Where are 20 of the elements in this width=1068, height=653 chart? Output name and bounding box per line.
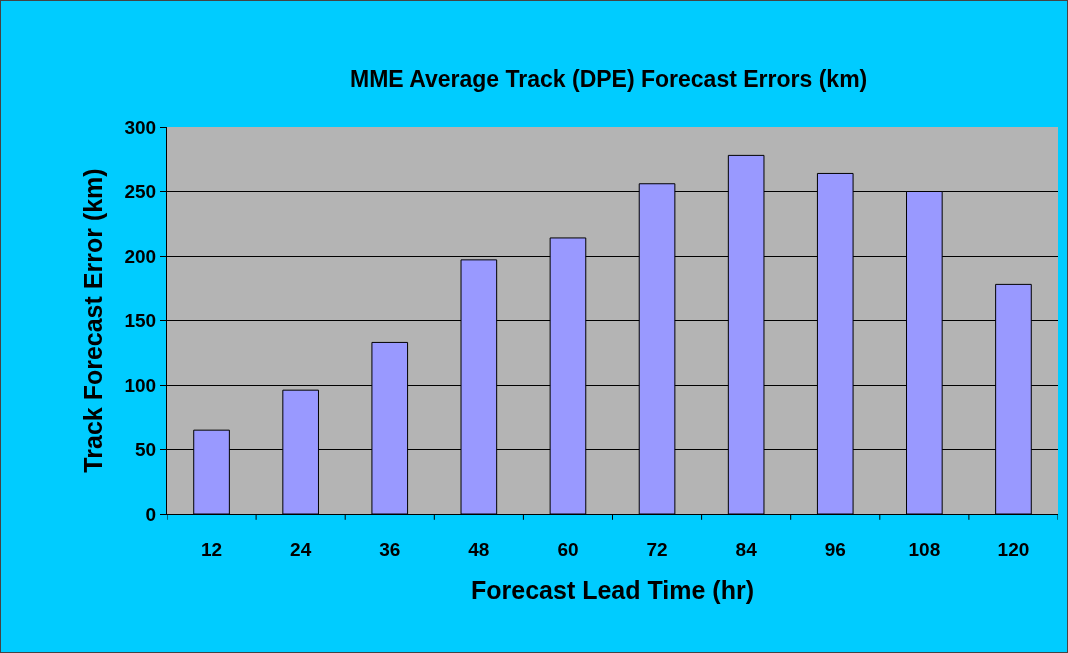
x-tick-label: 120 — [997, 538, 1030, 560]
x-tick-label: 84 — [735, 538, 758, 560]
y-tick-label: 100 — [124, 374, 157, 396]
x-tick-label: 108 — [908, 538, 941, 560]
y-axis-title: Track Forecast Error (km) — [79, 168, 108, 473]
y-tick-label: 300 — [124, 116, 157, 138]
y-tick-label: 150 — [124, 310, 157, 332]
x-tick-label: 72 — [646, 538, 668, 560]
x-axis-title: Forecast Lead Time (hr) — [471, 575, 754, 604]
chart-title: MME Average Track (DPE) Forecast Errors (km) — [349, 66, 868, 93]
x-tick-label: 96 — [824, 538, 846, 560]
x-tick-label: 12 — [200, 538, 223, 560]
x-tick-label: 48 — [468, 538, 490, 560]
x-tick-label: 24 — [290, 538, 312, 560]
y-tick-label: 200 — [124, 245, 157, 267]
x-tick-label: 36 — [379, 538, 401, 560]
x-tick-label: 60 — [557, 538, 579, 560]
y-tick-label: 0 — [145, 503, 157, 525]
y-tick-label: 250 — [124, 181, 157, 203]
y-tick-label: 50 — [135, 439, 157, 461]
